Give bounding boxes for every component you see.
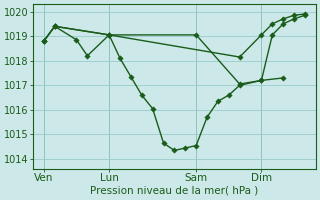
X-axis label: Pression niveau de la mer( hPa ): Pression niveau de la mer( hPa ) — [90, 186, 259, 196]
